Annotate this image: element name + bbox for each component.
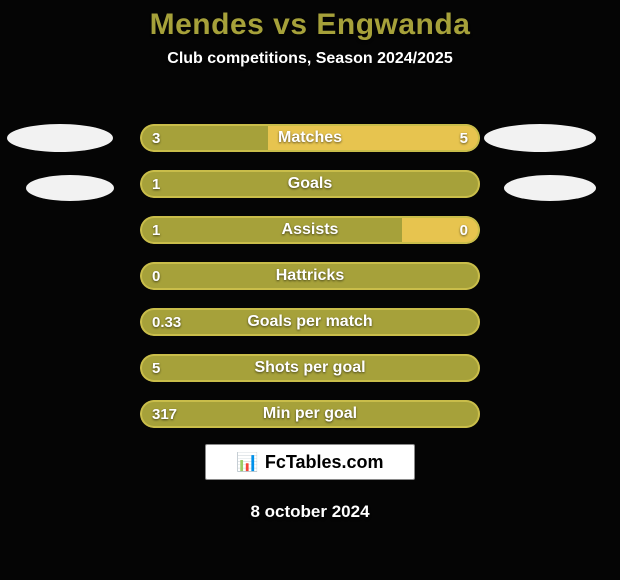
stat-value-left: 1	[140, 216, 172, 244]
stat-value-left: 3	[140, 124, 172, 152]
stat-value-left: 0	[140, 262, 172, 290]
comparison-infographic: Mendes vs Engwanda Club competitions, Se…	[0, 0, 620, 580]
stat-bar-left	[140, 216, 402, 244]
stat-value-left: 0.33	[140, 308, 193, 336]
page-subtitle: Club competitions, Season 2024/2025	[0, 50, 620, 68]
stat-row: 317Min per goal	[140, 400, 480, 428]
stat-bar-left	[140, 262, 480, 290]
side-ellipse-2	[484, 124, 596, 152]
fctables-logo: 📊 FcTables.com	[205, 444, 415, 480]
stat-bar-left	[140, 354, 480, 382]
stat-value-left: 1	[140, 170, 172, 198]
stat-row: 10Assists	[140, 216, 480, 244]
bar-chart-icon: 📊	[236, 452, 258, 473]
stat-value-left: 5	[140, 354, 172, 382]
stat-bar-left	[140, 400, 480, 428]
page-title: Mendes vs Engwanda	[0, 0, 620, 42]
stat-rows: 35Matches1Goals10Assists0Hattricks0.33Go…	[140, 124, 480, 446]
stat-bar-left	[140, 170, 480, 198]
generated-date: 8 october 2024	[0, 502, 620, 522]
stat-row: 1Goals	[140, 170, 480, 198]
side-ellipse-1	[26, 175, 114, 201]
side-ellipse-0	[7, 124, 113, 152]
stat-row: 5Shots per goal	[140, 354, 480, 382]
stat-value-right: 0	[448, 216, 480, 244]
side-ellipse-3	[504, 175, 596, 201]
stat-row: 0Hattricks	[140, 262, 480, 290]
stat-row: 35Matches	[140, 124, 480, 152]
stat-value-right: 5	[448, 124, 480, 152]
stat-value-left: 317	[140, 400, 189, 428]
logo-text: FcTables.com	[265, 452, 384, 473]
stat-row: 0.33Goals per match	[140, 308, 480, 336]
